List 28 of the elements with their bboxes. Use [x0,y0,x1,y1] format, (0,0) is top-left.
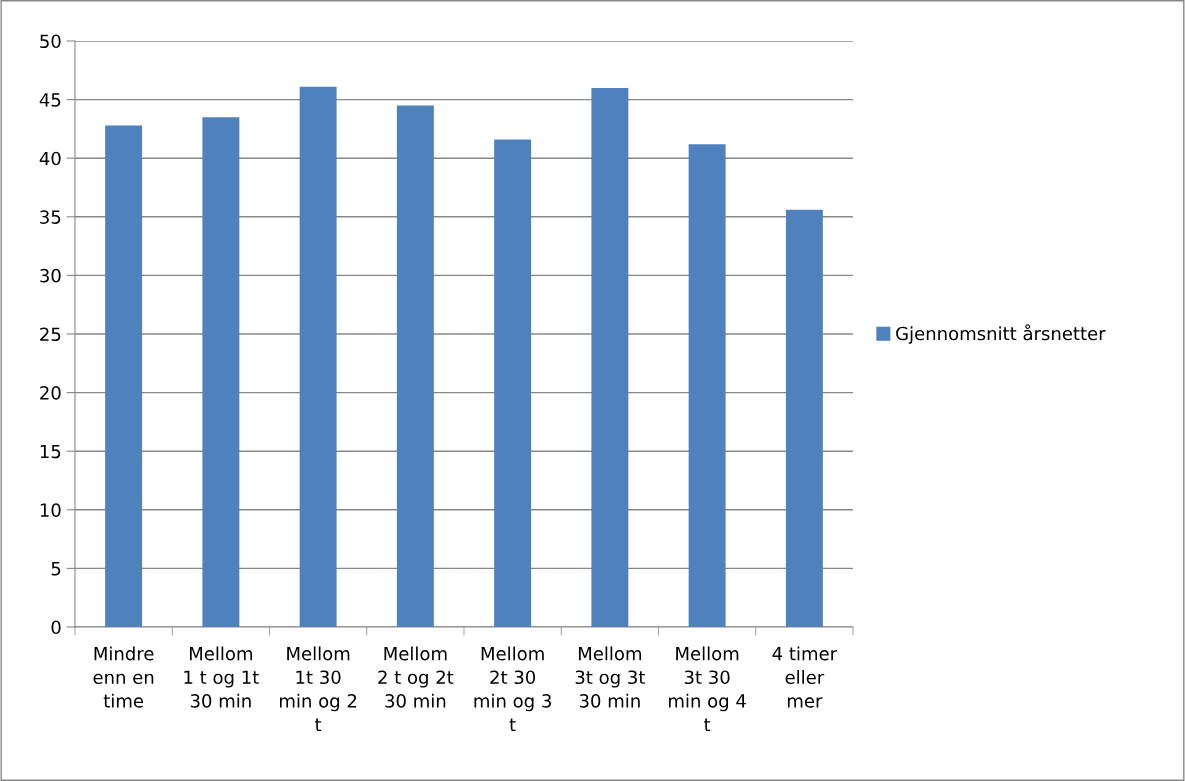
legend-label: Gjennomsnitt årsnetter [896,324,1106,344]
y-tick-label: 45 [39,93,61,107]
y-tick-label: 50 [40,34,61,49]
y-tick-label: 35 [40,210,61,224]
bar [299,86,337,627]
y-tick-label: 30 [40,268,61,283]
bar [688,144,726,627]
x-tick-label: Mellom 2 t og 2t 30 min [378,646,454,708]
bar [494,139,532,627]
bar [591,87,629,627]
y-tick-label: 40 [39,151,61,166]
y-tick-label: 0 [51,620,61,635]
x-tick-label: Mellom 1t 30 min og 2 t [280,646,357,732]
bar [396,105,434,627]
x-tick-label: Mellom 2t 30 min og 3 t [474,646,551,732]
x-tick-label: Mellom 1 t og 1t 30 min [184,646,259,708]
y-tick-label: 5 [51,562,61,576]
x-tick-label: Mellom 3t og 3t 30 min [575,646,645,708]
y-tick-label: 25 [40,327,61,342]
y-tick-label: 20 [40,386,61,400]
bar [785,209,823,627]
y-tick-label: 15 [40,444,61,459]
x-tick-label: Mindre enn en time [93,646,154,708]
x-tick-label: 4 timer eller mer [772,646,838,708]
bar [105,125,143,627]
bar [202,117,240,627]
x-tick-label: Mellom 3t 30 min og 4 t [669,646,746,732]
y-tick-label: 10 [40,503,61,517]
